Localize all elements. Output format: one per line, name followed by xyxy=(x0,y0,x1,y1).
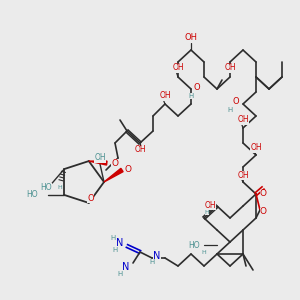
Text: O: O xyxy=(260,190,266,199)
Text: O: O xyxy=(233,98,239,106)
Text: H: H xyxy=(58,184,63,190)
Text: OH: OH xyxy=(94,154,106,163)
Text: O: O xyxy=(88,194,94,203)
Text: OH: OH xyxy=(184,34,197,43)
Text: H: H xyxy=(117,271,123,277)
Text: OH: OH xyxy=(237,170,249,179)
Text: N: N xyxy=(116,238,124,248)
Polygon shape xyxy=(89,161,107,165)
Text: H: H xyxy=(110,235,116,241)
Text: O: O xyxy=(194,83,200,92)
Text: OH: OH xyxy=(159,92,171,100)
Text: O: O xyxy=(111,159,118,168)
Text: OH: OH xyxy=(134,146,146,154)
Text: H: H xyxy=(227,107,232,113)
Text: HO: HO xyxy=(27,190,38,200)
Text: HO: HO xyxy=(40,183,52,192)
Text: OH: OH xyxy=(237,116,249,124)
Text: H: H xyxy=(149,259,154,265)
Text: H: H xyxy=(112,247,118,253)
Text: OH: OH xyxy=(250,143,262,152)
Text: OH: OH xyxy=(172,64,184,73)
Text: H: H xyxy=(188,93,194,99)
Text: H: H xyxy=(202,250,206,254)
Text: N: N xyxy=(153,251,161,261)
Text: H: H xyxy=(205,209,209,214)
Polygon shape xyxy=(104,168,123,182)
Text: OH: OH xyxy=(204,200,216,209)
Text: O: O xyxy=(260,208,266,217)
Text: HO: HO xyxy=(188,241,200,250)
Text: N: N xyxy=(122,262,130,272)
Text: O: O xyxy=(124,166,131,175)
Text: OH: OH xyxy=(224,64,236,73)
